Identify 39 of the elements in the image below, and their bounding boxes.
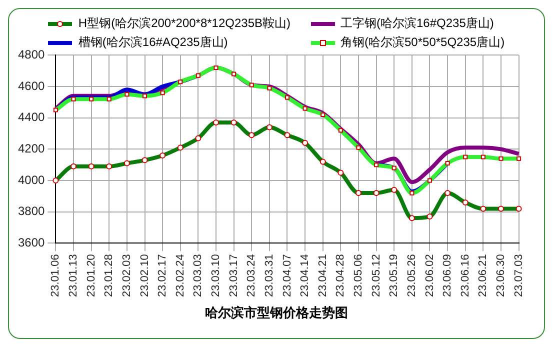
y-tick-label: 4000 <box>18 172 46 187</box>
x-tick-label: 23.01.06 <box>50 254 62 298</box>
x-tick-label: 23.05.06 <box>352 254 365 298</box>
x-tick-label: 23.03.10 <box>210 254 222 298</box>
y-tick-label: 4400 <box>18 110 46 124</box>
x-tick-label: 23.06.09 <box>442 254 454 298</box>
x-tick-label: 23.02.03 <box>120 254 133 298</box>
x-tick-label: 23.02.24 <box>174 254 186 298</box>
x-tick-label: 23.04.28 <box>334 254 347 298</box>
x-tick-label: 23.03.03 <box>192 254 204 298</box>
x-tick-label: 23.05.19 <box>388 254 400 298</box>
x-tick-label: 23.02.10 <box>138 254 151 298</box>
x-tick-label: 23.04.07 <box>281 254 294 298</box>
x-tick-label: 23.06.16 <box>459 254 472 298</box>
legend-label: H型钢(哈尔滨200*200*8*12Q235B鞍山) <box>78 15 291 32</box>
x-tick-label: 23.01.13 <box>68 254 80 298</box>
x-tick-label: 23.03.31 <box>263 254 276 298</box>
legend-label: 槽钢(哈尔滨16#AQ235唐山) <box>78 34 228 51</box>
x-tick-label: 23.01.20 <box>85 254 98 298</box>
legend-label: 角钢(哈尔滨50*50*5Q235唐山) <box>340 34 505 51</box>
y-tick-label: 4200 <box>18 142 46 156</box>
x-tick-label: 23.05.12 <box>370 254 382 298</box>
x-tick-label: 23.01.28 <box>103 254 116 298</box>
text: 哈尔滨市型钢价格走势图 <box>204 304 349 322</box>
x-tick-label: 23.02.17 <box>156 254 169 298</box>
x-tick-label: 23.05.26 <box>406 254 418 298</box>
x-tick-label: 23.06.30 <box>495 254 508 298</box>
x-tick-label: 23.04.14 <box>299 254 312 298</box>
x-tick-label: 23.03.17 <box>228 254 240 298</box>
legend-label: 工字钢(哈尔滨16#Q235唐山) <box>340 15 494 32</box>
x-tick-label: 23.07.03 <box>512 254 525 298</box>
x-tick-label: 23.06.02 <box>424 254 436 298</box>
y-tick-label: 3800 <box>18 204 46 218</box>
x-tick-label: 23.03.24 <box>246 254 258 298</box>
x-tick-label: 23.06.21 <box>477 254 490 298</box>
y-tick-label: 4800 <box>18 48 46 62</box>
y-tick-label: 4600 <box>18 78 46 93</box>
x-tick-label: 23.04.21 <box>316 254 329 298</box>
y-tick-label: 3600 <box>18 235 46 250</box>
